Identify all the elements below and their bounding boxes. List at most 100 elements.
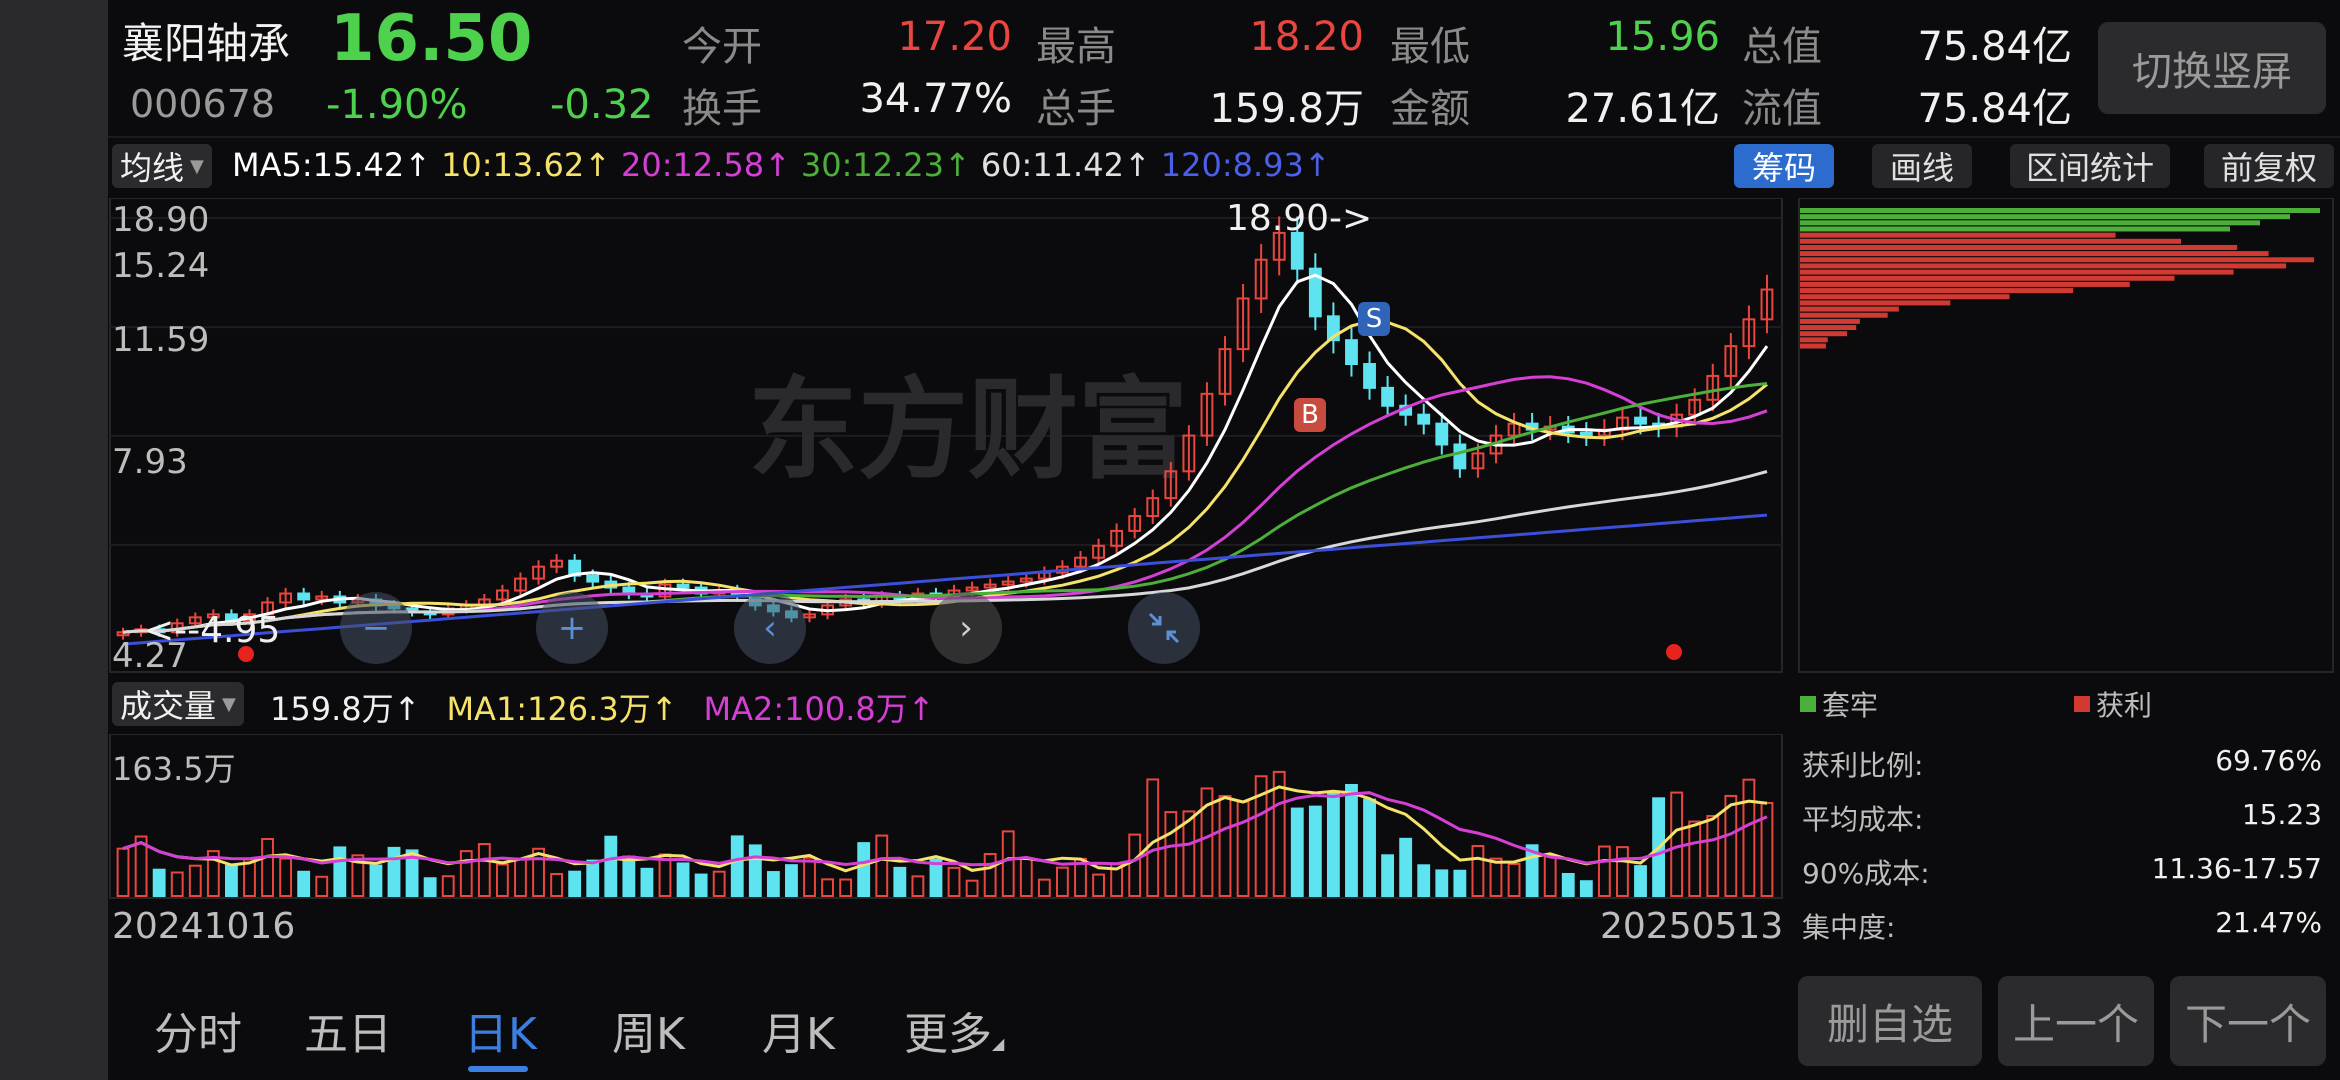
volume-bar bbox=[1093, 875, 1104, 896]
candle bbox=[1346, 340, 1357, 364]
volume-bar bbox=[1725, 796, 1736, 896]
draw-line-button[interactable]: 画线 bbox=[1872, 144, 1972, 188]
volume-bar bbox=[858, 843, 869, 896]
adjust-mode-button[interactable]: 前复权 bbox=[2204, 144, 2334, 188]
chip-bar-profit bbox=[1800, 245, 2237, 250]
zoom-in-button[interactable]: + bbox=[536, 592, 608, 664]
minus-icon: − bbox=[362, 608, 391, 648]
volume-bars bbox=[118, 772, 1773, 896]
volume-bar bbox=[587, 861, 598, 896]
profit-legend: 获利 bbox=[2096, 684, 2152, 724]
tab-intraday[interactable]: 分时 bbox=[154, 998, 242, 1062]
volume-bar bbox=[1509, 864, 1520, 896]
candle bbox=[587, 576, 598, 582]
chip-bar-profit bbox=[1800, 337, 1828, 342]
buy-badge[interactable]: B bbox=[1294, 398, 1326, 432]
volume-bar bbox=[1310, 807, 1321, 896]
reset-zoom-button[interactable] bbox=[1128, 592, 1200, 664]
volume-bar bbox=[1671, 793, 1682, 896]
candle bbox=[1454, 444, 1465, 468]
chip-bar-profit bbox=[1800, 294, 2009, 299]
volume-bar bbox=[1545, 855, 1556, 896]
volume-chart[interactable] bbox=[108, 734, 1784, 900]
tab-monthly-k[interactable]: 月K bbox=[762, 998, 835, 1062]
volume-bar bbox=[551, 874, 562, 896]
chip-bar-profit bbox=[1800, 270, 2234, 275]
tab-daily-k[interactable]: 日K bbox=[464, 998, 537, 1062]
volume-bar bbox=[443, 876, 454, 896]
chip-bar-profit bbox=[1800, 325, 1856, 330]
tab-weekly-k[interactable]: 周K bbox=[612, 998, 685, 1062]
collapse-icon bbox=[1146, 610, 1182, 646]
chip-bar-profit bbox=[1800, 300, 1950, 305]
scroll-right-button[interactable]: › bbox=[930, 592, 1002, 664]
chip-bar-profit bbox=[1800, 319, 1860, 324]
volume-ma2: MA2:100.8万↑ bbox=[704, 684, 935, 730]
volume-bar bbox=[280, 859, 291, 896]
trapped-swatch bbox=[1800, 696, 1816, 712]
tab-five-day[interactable]: 五日 bbox=[304, 998, 392, 1062]
volume-bar bbox=[172, 872, 183, 896]
turnover-value: 34.77% bbox=[820, 76, 1012, 122]
volume-bar bbox=[1165, 812, 1176, 896]
tab-more[interactable]: 更多◢ bbox=[904, 998, 1004, 1062]
volume-bar bbox=[967, 881, 978, 896]
remove-watchlist-button[interactable]: 删自选 bbox=[1798, 976, 1982, 1066]
sell-badge[interactable]: S bbox=[1358, 302, 1390, 336]
range-stats-button[interactable]: 区间统计 bbox=[2010, 144, 2170, 188]
profit-swatch bbox=[2074, 696, 2090, 712]
volume-bar bbox=[1328, 793, 1339, 896]
zoom-out-button[interactable]: − bbox=[340, 592, 412, 664]
stat-value: 11.36-17.57 bbox=[2152, 852, 2322, 892]
candle bbox=[298, 594, 309, 600]
chip-bar-trapped bbox=[1800, 220, 2260, 225]
change-amount: -0.32 bbox=[550, 82, 654, 128]
ma-dropdown[interactable]: 均线 ▼ bbox=[112, 144, 212, 188]
candle bbox=[1364, 364, 1375, 388]
next-stock-button[interactable]: 下一个 bbox=[2170, 976, 2326, 1066]
volume-bar bbox=[714, 872, 725, 896]
stock-code: 000678 bbox=[130, 82, 275, 126]
volume-bar bbox=[1581, 881, 1592, 896]
stat-label: 90%成本: bbox=[1802, 852, 1930, 892]
volume-bar bbox=[642, 869, 653, 896]
volume-bar bbox=[1039, 880, 1050, 896]
stat-label: 获利比例: bbox=[1802, 744, 1923, 784]
dropdown-arrow-icon: ▼ bbox=[190, 156, 204, 177]
volume-bar bbox=[1418, 865, 1429, 896]
volume-bar bbox=[334, 847, 345, 896]
volume-bar bbox=[190, 866, 201, 896]
candle bbox=[1382, 388, 1393, 406]
low-label: 最低 bbox=[1390, 14, 1470, 72]
volume-bar bbox=[678, 863, 689, 896]
stat-label: 集中度: bbox=[1802, 906, 1895, 946]
volume-bar bbox=[244, 859, 255, 896]
stock-price: 16.50 bbox=[330, 2, 532, 76]
tab-more-label: 更多 bbox=[904, 1009, 992, 1060]
switch-portrait-button[interactable]: 切换竖屏 bbox=[2098, 22, 2326, 114]
volume-bar bbox=[479, 844, 490, 896]
chips-button[interactable]: 筹码 bbox=[1734, 144, 1834, 188]
signal-dot bbox=[238, 646, 254, 662]
volume-dropdown-label: 成交量 bbox=[120, 681, 216, 727]
volume-bar bbox=[822, 879, 833, 896]
chip-bar-profit bbox=[1800, 288, 2073, 293]
volume-bar bbox=[1454, 871, 1465, 896]
volume-bar bbox=[1635, 866, 1646, 896]
chips-legend: 套牢 获利 bbox=[1800, 684, 2152, 724]
volume-ma1: MA1:126.3万↑ bbox=[446, 684, 677, 730]
float-value: 75.84亿 bbox=[1880, 76, 2072, 134]
volume-bar bbox=[497, 864, 508, 896]
price-axis-label: 11.59 bbox=[112, 320, 209, 360]
volume-bar bbox=[461, 851, 472, 896]
price-axis-label: 15.24 bbox=[112, 246, 209, 286]
change-percent: -1.90% bbox=[326, 82, 468, 128]
scroll-left-button[interactable]: ‹ bbox=[734, 592, 806, 664]
volume-bar bbox=[894, 868, 905, 896]
previous-stock-button[interactable]: 上一个 bbox=[1998, 976, 2154, 1066]
volume-bar bbox=[262, 839, 273, 896]
volume-bar bbox=[804, 858, 815, 896]
volume-bar bbox=[605, 837, 616, 896]
amount-value: 27.61亿 bbox=[1530, 76, 1720, 134]
volume-dropdown[interactable]: 成交量 ▼ bbox=[112, 682, 244, 726]
